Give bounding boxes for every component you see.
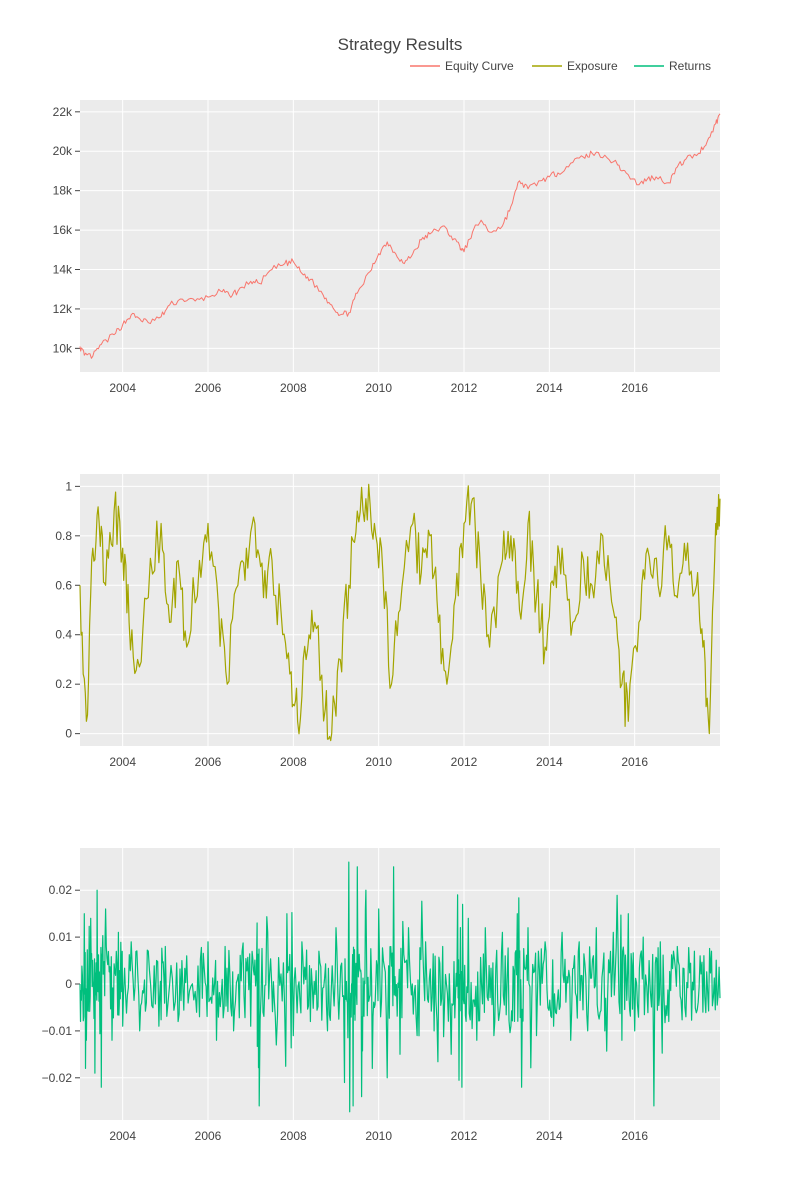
y-tick-label: −0.02 xyxy=(42,1071,73,1085)
y-tick-label: 18k xyxy=(53,184,73,198)
y-tick-label: 10k xyxy=(53,341,73,355)
y-tick-label: 16k xyxy=(53,223,73,237)
x-tick-label: 2006 xyxy=(195,381,222,395)
x-tick-label: 2006 xyxy=(195,755,222,769)
legend-label: Exposure xyxy=(567,59,618,73)
y-tick-label: 1 xyxy=(65,479,72,493)
plot-area xyxy=(80,100,720,372)
y-tick-label: 20k xyxy=(53,144,73,158)
x-tick-label: 2014 xyxy=(536,755,563,769)
x-tick-label: 2010 xyxy=(365,381,392,395)
x-tick-label: 2016 xyxy=(621,1129,648,1143)
y-tick-label: 0.2 xyxy=(55,677,72,691)
exposure-panel: 2004 2006 2008 2010 2012 2014 2016 0 0.2 0.4 0.6 0.… xyxy=(55,474,721,769)
x-tick-label: 2008 xyxy=(280,381,307,395)
y-tick-label: −0.01 xyxy=(42,1024,73,1038)
y-tick-label: 0.8 xyxy=(55,529,72,543)
series-line xyxy=(79,483,721,742)
x-tick-label: 2012 xyxy=(451,755,478,769)
legend-label: Returns xyxy=(669,59,711,73)
x-tick-label: 2004 xyxy=(109,755,136,769)
x-tick-label: 2010 xyxy=(365,755,392,769)
subplots: 2004 2006 2008 2010 2012 2014 2016 10k 12k 14k 16k… xyxy=(42,100,721,1143)
equity-curve-panel: 2004 2006 2008 2010 2012 2014 2016 10k 12k 14k 16k… xyxy=(53,100,721,395)
x-tick-label: 2014 xyxy=(536,381,563,395)
returns-panel: 2004 2006 2008 2010 2012 2014 2016 −0.02 −0.01 0 0… xyxy=(42,848,721,1143)
series-line xyxy=(79,113,721,359)
x-tick-label: 2016 xyxy=(621,381,648,395)
y-tick-label: 0.6 xyxy=(55,578,72,592)
series-line xyxy=(79,861,721,1113)
x-tick-label: 2014 xyxy=(536,1129,563,1143)
x-tick-label: 2006 xyxy=(195,1129,222,1143)
legend: Equity Curve Exposure Returns xyxy=(410,59,711,73)
legend-label: Equity Curve xyxy=(445,59,514,73)
legend-item[interactable]: Equity Curve xyxy=(410,59,514,73)
x-tick-label: 2004 xyxy=(109,1129,136,1143)
x-tick-label: 2012 xyxy=(451,1129,478,1143)
y-tick-label: 0.4 xyxy=(55,628,72,642)
y-tick-label: 14k xyxy=(53,263,73,277)
x-tick-label: 2008 xyxy=(280,755,307,769)
x-tick-label: 2008 xyxy=(280,1129,307,1143)
y-tick-label: 12k xyxy=(53,302,73,316)
legend-item[interactable]: Exposure xyxy=(532,59,618,73)
y-tick-label: 0.02 xyxy=(49,883,73,897)
x-tick-label: 2012 xyxy=(451,381,478,395)
y-tick-label: 0 xyxy=(65,727,72,741)
x-tick-label: 2010 xyxy=(365,1129,392,1143)
x-tick-label: 2004 xyxy=(109,381,136,395)
legend-item[interactable]: Returns xyxy=(634,59,711,73)
y-tick-label: 0 xyxy=(65,977,72,991)
y-tick-label: 22k xyxy=(53,105,73,119)
chart-title: Strategy Results xyxy=(338,35,463,54)
y-tick-label: 0.01 xyxy=(49,930,73,944)
x-tick-label: 2016 xyxy=(621,755,648,769)
